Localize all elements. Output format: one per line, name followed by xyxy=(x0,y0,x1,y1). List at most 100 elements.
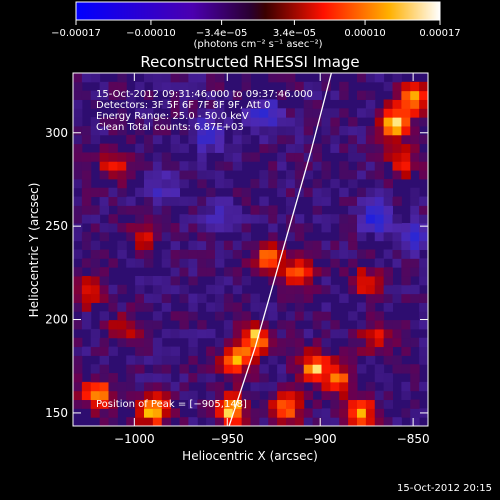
heatmap-cell xyxy=(241,399,251,409)
heatmap-cell xyxy=(135,284,145,295)
heatmap-cell xyxy=(419,320,428,330)
heatmap-cell xyxy=(259,178,269,189)
heatmap-cell xyxy=(348,355,358,365)
heatmap-cell xyxy=(232,408,243,418)
heatmap-cell xyxy=(374,231,385,242)
heatmap-cells xyxy=(73,73,428,426)
heatmap-cell xyxy=(170,73,180,83)
heatmap-cell xyxy=(268,134,278,145)
heatmap-cell xyxy=(179,328,189,339)
heatmap-cell xyxy=(419,223,428,233)
heatmap-cell xyxy=(117,223,127,233)
heatmap-cell xyxy=(392,293,402,303)
heatmap-cell xyxy=(188,311,198,321)
heatmap-cell xyxy=(215,223,225,233)
heatmap-cell xyxy=(286,223,296,233)
heatmap-cell xyxy=(410,364,420,374)
heatmap-cell xyxy=(232,381,243,392)
heatmap-cell xyxy=(303,117,314,127)
heatmap-cell xyxy=(197,108,207,118)
heatmap-cell xyxy=(268,178,278,189)
heatmap-cell xyxy=(223,399,234,409)
heatmap-cell xyxy=(170,328,180,339)
heatmap-cell xyxy=(188,90,198,100)
heatmap-cell xyxy=(286,81,296,92)
heatmap-cell xyxy=(232,346,243,356)
heatmap-cell xyxy=(144,328,154,339)
heatmap-cell xyxy=(223,249,234,259)
heatmap-cell xyxy=(303,408,314,418)
heatmap-cell xyxy=(294,117,305,127)
heatmap-cell xyxy=(259,117,269,127)
heatmap-cell xyxy=(268,355,278,365)
heatmap-cell xyxy=(312,408,322,418)
heatmap-cell xyxy=(410,284,420,295)
heatmap-cell xyxy=(277,125,287,136)
heatmap-cell xyxy=(126,90,136,100)
heatmap-cell xyxy=(401,267,411,277)
heatmap-cell xyxy=(90,187,101,198)
heatmap-cell xyxy=(321,249,331,259)
heatmap-cell xyxy=(268,99,278,109)
heatmap-cell xyxy=(99,170,109,180)
heatmap-cell xyxy=(73,381,83,392)
heatmap-cell xyxy=(99,152,109,162)
heatmap-cell xyxy=(286,399,296,409)
heatmap-cell xyxy=(286,134,296,145)
heatmap-cell xyxy=(108,117,118,127)
heatmap-cell xyxy=(392,99,402,109)
heatmap-cell xyxy=(232,302,243,312)
heatmap-cell xyxy=(215,125,225,136)
heatmap-cell xyxy=(108,417,118,426)
heatmap-cell xyxy=(232,240,243,250)
heatmap-cell xyxy=(161,390,172,401)
heatmap-cell xyxy=(419,108,428,118)
heatmap-cell xyxy=(81,346,92,356)
heatmap-cell xyxy=(179,373,189,383)
heatmap-cell xyxy=(401,390,411,401)
heatmap-cell xyxy=(215,170,225,180)
heatmap-cell xyxy=(250,178,260,189)
heatmap-cell xyxy=(170,90,180,100)
heatmap-cell xyxy=(250,355,260,365)
heatmap-cell xyxy=(277,320,287,330)
heatmap-cell xyxy=(179,214,189,224)
heatmap-cell xyxy=(170,311,180,321)
heatmap-cell xyxy=(81,205,92,215)
heatmap-cell xyxy=(419,196,428,206)
heatmap-cell xyxy=(321,390,331,401)
heatmap-cell xyxy=(126,152,136,162)
heatmap-cell xyxy=(135,125,145,136)
heatmap-cell xyxy=(135,187,145,198)
heatmap-cell xyxy=(339,267,349,277)
heatmap-cell xyxy=(303,249,314,259)
heatmap-cell xyxy=(241,337,251,348)
heatmap-cell xyxy=(348,125,358,136)
heatmap-cell xyxy=(374,275,385,286)
heatmap-cell xyxy=(392,170,402,180)
heatmap-cell xyxy=(401,125,411,136)
heatmap-cell xyxy=(286,311,296,321)
heatmap-cell xyxy=(392,161,402,171)
heatmap-cell xyxy=(419,240,428,250)
heatmap-cell xyxy=(81,90,92,100)
heatmap-cell xyxy=(135,108,145,118)
heatmap-cell xyxy=(117,302,127,312)
heatmap-cell xyxy=(330,284,340,295)
heatmap-cell xyxy=(81,302,92,312)
heatmap-cell xyxy=(197,196,207,206)
heatmap-cell xyxy=(286,143,296,153)
colorbar-tick-label: −3.4e−05 xyxy=(196,28,248,39)
heatmap-cell xyxy=(161,196,172,206)
heatmap-cell xyxy=(232,275,243,286)
heatmap-cell xyxy=(73,275,83,286)
heatmap-cell xyxy=(135,293,145,303)
heatmap-cell xyxy=(223,328,234,339)
heatmap-cell xyxy=(365,152,376,162)
heatmap-cell xyxy=(330,417,340,426)
heatmap-cell xyxy=(117,117,127,127)
heatmap-cell xyxy=(126,364,136,374)
heatmap-cell xyxy=(383,143,393,153)
heatmap-cell xyxy=(303,364,314,374)
heatmap-cell xyxy=(410,81,420,92)
